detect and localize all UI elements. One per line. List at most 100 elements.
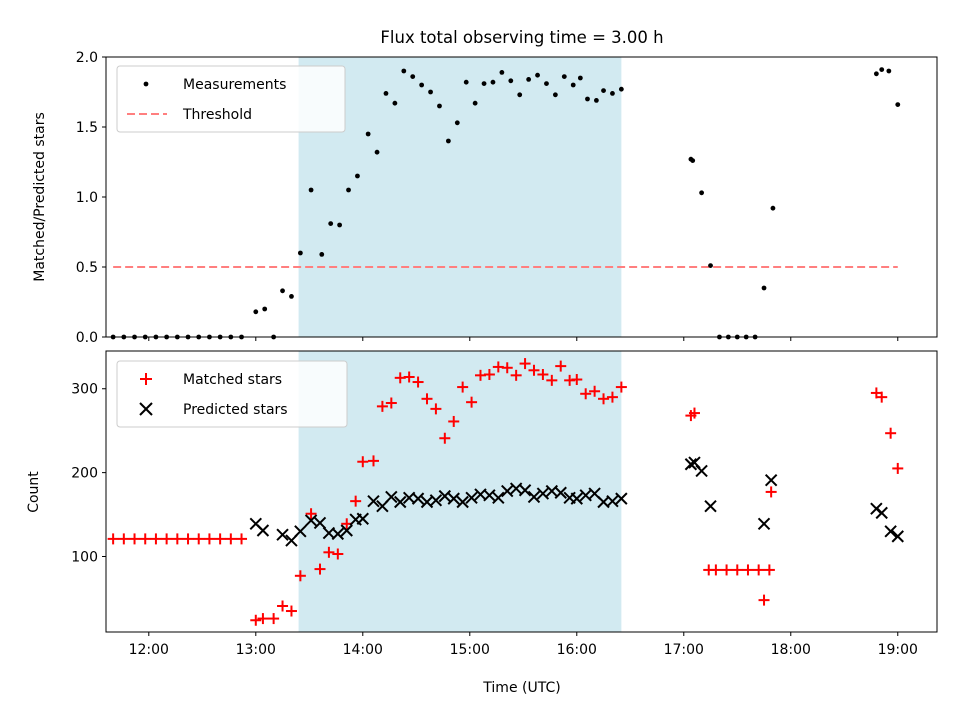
matched-star-point — [519, 358, 531, 370]
measurement-point — [428, 89, 433, 95]
matched-star-point — [892, 462, 904, 474]
matched-star-point — [753, 564, 765, 576]
matched-star-point — [139, 533, 151, 545]
measurements-legend-marker — [143, 81, 149, 87]
y-tick-label: 200 — [71, 466, 98, 482]
predicted-star-point — [501, 484, 514, 498]
measurement-point — [490, 79, 496, 85]
matched-star-point — [305, 508, 317, 520]
y-tick-label: 0.5 — [76, 260, 98, 276]
matched-star-point — [528, 364, 540, 376]
matched-star-point — [412, 376, 424, 388]
measurement-point — [383, 91, 389, 96]
predicted-star-marker-b — [340, 524, 353, 537]
matched-star-point — [589, 385, 601, 397]
measurement-point — [437, 103, 442, 109]
measurement-point — [410, 74, 416, 79]
predicted-star-point — [394, 495, 407, 509]
predicted-star-point — [764, 473, 778, 487]
chart-title: Flux total observing time = 3.00 h — [380, 28, 663, 47]
measurement-point — [280, 288, 285, 294]
bottom-panel: 100 200 300 12:00 13:00 14:00 15:00 16:00 17:00… — [26, 350, 938, 696]
matched-star-point — [537, 368, 549, 380]
x-tick-label: 17:00 — [664, 642, 704, 658]
predicted-star-point — [757, 517, 771, 531]
predicted-star-point — [465, 491, 478, 504]
bottom-y-axis-label: Count — [26, 471, 42, 513]
predicted-star-marker-b — [256, 524, 270, 537]
matched-star-point — [182, 533, 194, 545]
predicted-star-marker-b — [688, 456, 701, 469]
measurement-point — [585, 96, 590, 102]
predicted-star-marker-b — [356, 512, 369, 525]
predicted-star-point — [536, 487, 550, 500]
matched-star-point — [203, 533, 215, 545]
predicted-star-marker-b — [518, 484, 532, 497]
predicted-star-point — [429, 494, 443, 507]
predicted-star-point — [276, 528, 289, 541]
matched-star-point — [225, 533, 237, 545]
matched-star-point — [430, 403, 442, 415]
measurement-point — [374, 149, 380, 155]
measurement-point — [499, 70, 505, 75]
predicted-star-point — [356, 512, 369, 525]
predicted-star-marker-b — [606, 494, 619, 508]
predicted-star-point — [527, 490, 541, 504]
predicted-star-marker-b — [429, 494, 443, 507]
matched-star-point — [457, 381, 469, 393]
matched-star-point — [285, 605, 297, 617]
matched-star-point — [277, 600, 289, 612]
measurement-point — [355, 173, 360, 179]
predicted-star-marker-b — [884, 525, 897, 538]
measurement-point — [297, 250, 303, 256]
matched-star-point — [236, 533, 248, 545]
predicted-star-point — [606, 494, 619, 508]
matched-star-point — [510, 369, 522, 381]
measurement-point — [544, 81, 549, 86]
predicted-star-marker-b — [684, 458, 698, 471]
predicted-star-marker-b — [249, 517, 263, 531]
predicted-star-point — [447, 492, 460, 505]
matched-star-point — [376, 400, 388, 412]
measurement-point — [401, 68, 407, 74]
measurement-point — [262, 306, 268, 312]
predicted-star-marker-b — [438, 489, 452, 503]
measurement-point — [601, 88, 606, 93]
matched-star-point — [555, 360, 567, 372]
top-observing-window-shading — [298, 57, 622, 337]
measurement-point — [770, 205, 776, 211]
y-tick-label: 300 — [71, 382, 98, 398]
predicted-star-marker-b — [891, 530, 904, 543]
matched-star-point — [129, 533, 141, 545]
measurement-point — [593, 98, 599, 103]
measurement-point — [289, 294, 294, 299]
matched-star-point — [294, 570, 306, 582]
measurement-point — [472, 100, 478, 106]
measurement-point — [445, 138, 451, 144]
measurement-point — [610, 91, 615, 96]
matched-star-point — [765, 486, 777, 498]
predicted-star-point — [570, 492, 583, 505]
predicted-star-marker-b — [313, 516, 327, 530]
predicted-star-marker-b — [367, 494, 380, 508]
predicted-star-marker-b — [331, 527, 345, 541]
predicted-star-marker-b — [465, 491, 478, 504]
predicted-star-marker-b — [570, 492, 583, 505]
measurement-point — [873, 71, 879, 77]
matched-star-point — [710, 564, 722, 576]
predicted-star-point — [704, 499, 717, 513]
bottom-x-axis-ticks: 12:00 13:00 14:00 15:00 16:00 17:00 18:00 19:00 — [129, 632, 918, 658]
x-tick-label: 18:00 — [771, 642, 811, 658]
predicted-star-marker-b — [483, 489, 496, 502]
matched-star-point — [598, 393, 610, 405]
measurement-point — [346, 187, 351, 193]
predicted-star-point — [340, 524, 353, 537]
predicted-star-point — [492, 491, 505, 504]
bottom-observing-window-shading — [298, 351, 622, 632]
matched-star-point — [323, 546, 335, 558]
measurements-legend-label: Measurements — [183, 77, 286, 93]
predicted-star-point — [684, 458, 698, 471]
predicted-star-marker-b — [615, 492, 628, 505]
matched-star-point — [448, 415, 460, 427]
matched-star-point — [350, 495, 362, 507]
